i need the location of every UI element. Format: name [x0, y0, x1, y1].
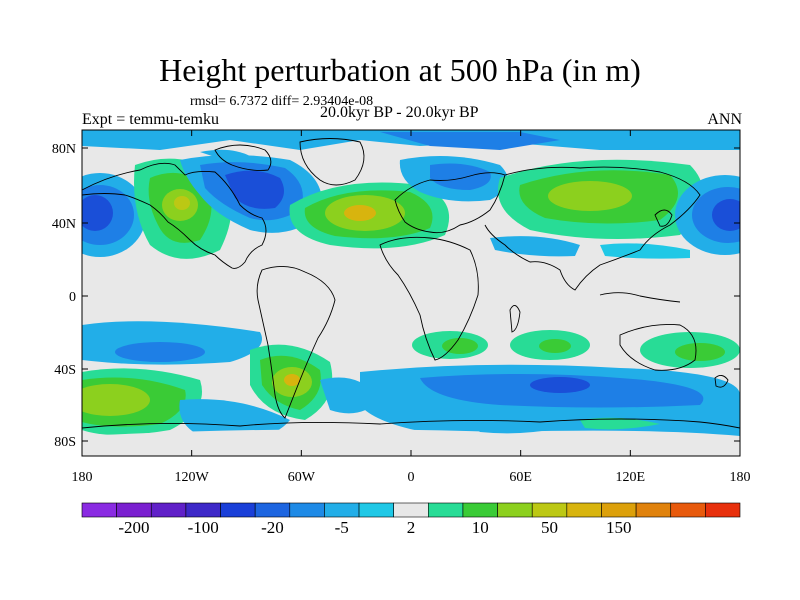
- coastlines: [82, 138, 740, 429]
- colorbar-swatch-17: [670, 502, 706, 518]
- colorbar-label-1: -100: [188, 518, 219, 537]
- colorbar-label-4: 2: [407, 518, 416, 537]
- longitude-axis: 180 120W 60W 0 60E 120E 180: [72, 130, 751, 485]
- lat-label-3: 40S: [54, 363, 76, 378]
- colorbar-swatch-13: [531, 502, 568, 518]
- colorbar-swatch-14: [566, 502, 602, 518]
- east-pacific-low: [675, 175, 740, 255]
- latitude-axis: 80N 40N 0 40S 80S: [52, 142, 740, 450]
- colorbar-swatch-10: [428, 502, 464, 518]
- lon-label-4: 60E: [509, 470, 532, 485]
- south-pacific-west: [82, 321, 262, 365]
- colorbar-label-7: 150: [606, 518, 632, 537]
- lat-label-2: 0: [69, 290, 76, 305]
- colorbar-swatch-0: [81, 502, 117, 518]
- colorbar-swatch-16: [635, 502, 672, 518]
- colorbar-swatch-9: [393, 502, 429, 518]
- north-pacific-high: [498, 159, 703, 239]
- colorbar-swatch-15: [601, 502, 637, 518]
- laurentide-low: [180, 155, 322, 233]
- australia-high: [640, 332, 740, 368]
- lon-label-3: 0: [408, 470, 415, 485]
- colorbar-swatch-1: [116, 502, 152, 518]
- lat-label-0: 80N: [52, 142, 76, 157]
- colorbar-swatch-7: [324, 502, 360, 518]
- north-america-ridge: [134, 158, 232, 259]
- lat-label-1: 40N: [52, 217, 76, 232]
- south-africa-high: [412, 331, 488, 359]
- lon-label-1: 120W: [175, 470, 210, 485]
- colorbar-swatch-4: [220, 502, 256, 518]
- north-pacific-west-low: [82, 173, 146, 257]
- colorbar-swatch-2: [150, 502, 187, 518]
- colorbar-label-2: -20: [261, 518, 284, 537]
- lon-label-0: 180: [72, 470, 93, 485]
- colorbar-swatch-8: [358, 502, 394, 518]
- map-title: Height perturbation at 500 hPa (in m): [159, 52, 641, 88]
- colorbar-label-0: -200: [118, 518, 149, 537]
- indian-ocean-high: [510, 330, 590, 360]
- period-line: 20.0kyr BP - 20.0kyr BP: [320, 104, 479, 121]
- colorbar-swatch-6: [289, 502, 325, 518]
- antarctic-band: [82, 417, 740, 456]
- colorbar-swatch-3: [185, 502, 221, 518]
- colorbar-label-5: 10: [472, 518, 489, 537]
- lat-label-4: 80S: [54, 435, 76, 450]
- colorbar-label-3: -5: [335, 518, 349, 537]
- south-pacific-high: [82, 368, 202, 435]
- lon-label-6: 180: [730, 470, 751, 485]
- season-label: ANN: [707, 111, 742, 128]
- colorbar-swatch-18: [705, 502, 741, 518]
- north-atlantic-high: [289, 182, 450, 249]
- stats-line: rmsd= 6.7372 diff= 2.93404e-08: [190, 94, 374, 109]
- colorbar-swatch-5: [254, 502, 291, 518]
- colorbar: -200 -100 -20 -5 2 10 50 150: [81, 502, 741, 537]
- eurasia-low: [399, 156, 508, 202]
- colorbar-swatch-11: [462, 502, 498, 518]
- colorbar-label-6: 50: [541, 518, 558, 537]
- colorbar-swatch-12: [497, 502, 533, 518]
- contour-field: [82, 130, 740, 456]
- lon-label-5: 120E: [616, 470, 646, 485]
- lon-label-2: 60W: [288, 470, 316, 485]
- experiment-line: Expt = temmu-temku: [82, 111, 219, 128]
